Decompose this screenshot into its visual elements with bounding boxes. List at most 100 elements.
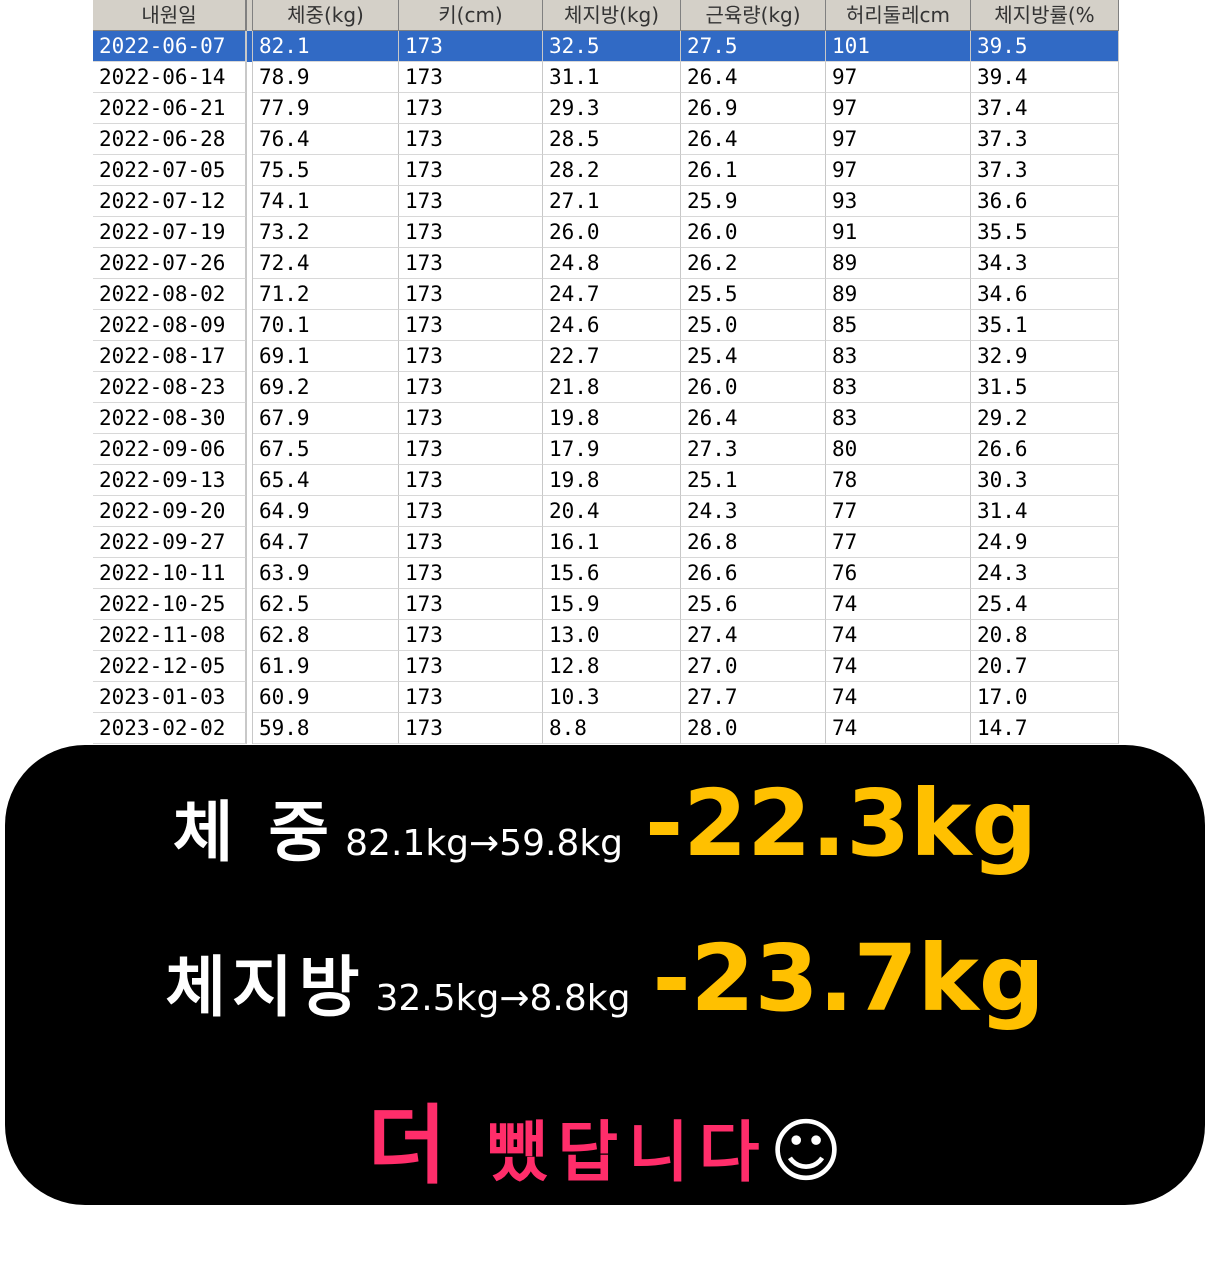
table-cell: 16.1 (543, 527, 681, 558)
table-cell: 2022-11-08 (93, 620, 246, 651)
table-row[interactable]: 2022-06-28 76.4 173 28.5 26.4 97 37.3 (93, 124, 1119, 155)
table-cell: 173 (399, 372, 543, 403)
table-row[interactable]: 2022-06-21 77.9 173 29.3 26.9 97 37.4 (93, 93, 1119, 124)
table-cell: 2022-09-06 (93, 434, 246, 465)
table-cell: 74 (826, 651, 971, 682)
table-cell: 39.4 (971, 62, 1119, 93)
column-header[interactable]: 내원일 (93, 0, 246, 31)
table-cell: 24.3 (681, 496, 826, 527)
weight-label: 체 중 (172, 794, 336, 871)
column-header[interactable]: 키(cm) (399, 0, 543, 31)
table-row[interactable]: 2022-08-02 71.2 173 24.7 25.5 89 34.6 (93, 279, 1119, 310)
table-row[interactable]: 2022-08-09 70.1 173 24.6 25.0 85 35.1 (93, 310, 1119, 341)
table-cell: 173 (399, 620, 543, 651)
table-cell: 173 (399, 465, 543, 496)
table-row[interactable]: 2022-12-05 61.9 173 12.8 27.0 74 20.7 (93, 651, 1119, 682)
table-row[interactable]: 2022-09-27 64.7 173 16.1 26.8 77 24.9 (93, 527, 1119, 558)
table-cell: 60.9 (253, 682, 399, 713)
table-cell: 27.3 (681, 434, 826, 465)
table-cell: 24.3 (971, 558, 1119, 589)
table-cell: 2022-10-25 (93, 589, 246, 620)
table-cell: 34.6 (971, 279, 1119, 310)
table-cell: 26.0 (681, 217, 826, 248)
column-header[interactable]: 체지방률(% (971, 0, 1119, 31)
closing-emphasis: 더 (367, 1096, 447, 1196)
fat-change: 32.5kg→8.8kg (375, 978, 631, 1019)
table-row[interactable]: 2022-09-20 64.9 173 20.4 24.3 77 31.4 (93, 496, 1119, 527)
table-cell: 2022-08-09 (93, 310, 246, 341)
column-header[interactable]: 허리둘레cm (826, 0, 971, 31)
table-cell: 173 (399, 527, 543, 558)
table-cell: 30.3 (971, 465, 1119, 496)
table-cell: 173 (399, 310, 543, 341)
table-cell: 32.9 (971, 341, 1119, 372)
table-row[interactable]: 2022-07-26 72.4 173 24.8 26.2 89 34.3 (93, 248, 1119, 279)
table-row[interactable]: 2022-07-05 75.5 173 28.2 26.1 97 37.3 (93, 155, 1119, 186)
table-cell: 34.3 (971, 248, 1119, 279)
column-divider (246, 620, 253, 651)
table-cell: 19.8 (543, 465, 681, 496)
table-row[interactable]: 2022-07-12 74.1 173 27.1 25.9 93 36.6 (93, 186, 1119, 217)
table-cell: 26.0 (681, 372, 826, 403)
table-row[interactable]: 2022-08-17 69.1 173 22.7 25.4 83 32.9 (93, 341, 1119, 372)
table-row[interactable]: 2022-09-06 67.5 173 17.9 27.3 80 26.6 (93, 434, 1119, 465)
column-divider (246, 403, 253, 434)
table-cell: 173 (399, 341, 543, 372)
table-cell: 59.8 (253, 713, 399, 744)
table-cell: 78 (826, 465, 971, 496)
column-divider (246, 186, 253, 217)
fat-line: 체지방 32.5kg→8.8kg -23.7kg (5, 925, 1205, 1032)
column-divider (246, 465, 253, 496)
table-cell: 71.2 (253, 279, 399, 310)
table-row[interactable]: 2022-10-25 62.5 173 15.9 25.6 74 25.4 (93, 589, 1119, 620)
column-divider (246, 248, 253, 279)
table-cell: 76 (826, 558, 971, 589)
table-cell: 35.1 (971, 310, 1119, 341)
table-cell: 28.0 (681, 713, 826, 744)
table-row[interactable]: 2022-07-19 73.2 173 26.0 26.0 91 35.5 (93, 217, 1119, 248)
table-row[interactable]: 2022-10-11 63.9 173 15.6 26.6 76 24.3 (93, 558, 1119, 589)
table-cell: 22.7 (543, 341, 681, 372)
table-cell: 173 (399, 434, 543, 465)
table-cell: 73.2 (253, 217, 399, 248)
table-row[interactable]: 2022-06-07 82.1 173 32.5 27.5 101 39.5 (93, 31, 1119, 62)
table-cell: 25.0 (681, 310, 826, 341)
column-header[interactable]: 체중(kg) (253, 0, 399, 31)
table-row[interactable]: 2023-01-03 60.9 173 10.3 27.7 74 17.0 (93, 682, 1119, 713)
table-cell: 74 (826, 682, 971, 713)
table-row[interactable]: 2022-08-30 67.9 173 19.8 26.4 83 29.2 (93, 403, 1119, 434)
table-cell: 173 (399, 682, 543, 713)
table-cell: 173 (399, 558, 543, 589)
table-cell: 24.6 (543, 310, 681, 341)
table-cell: 26.6 (681, 558, 826, 589)
weight-result: -22.3kg (645, 770, 1038, 877)
column-divider (246, 217, 253, 248)
table-cell: 14.7 (971, 713, 1119, 744)
table-cell: 15.9 (543, 589, 681, 620)
table-cell: 29.2 (971, 403, 1119, 434)
table-cell: 64.9 (253, 496, 399, 527)
table-cell: 2022-12-05 (93, 651, 246, 682)
column-header[interactable]: 근육량(kg) (681, 0, 826, 31)
table-row[interactable]: 2022-08-23 69.2 173 21.8 26.0 83 31.5 (93, 372, 1119, 403)
table-cell: 83 (826, 341, 971, 372)
table-cell: 28.2 (543, 155, 681, 186)
table-cell: 27.5 (681, 31, 826, 62)
table-cell: 26.0 (543, 217, 681, 248)
table-cell: 21.8 (543, 372, 681, 403)
table-row[interactable]: 2022-09-13 65.4 173 19.8 25.1 78 30.3 (93, 465, 1119, 496)
table-cell: 173 (399, 713, 543, 744)
table-cell: 83 (826, 372, 971, 403)
table-row[interactable]: 2022-06-14 78.9 173 31.1 26.4 97 39.4 (93, 62, 1119, 93)
column-header[interactable]: 체지방(kg) (543, 0, 681, 31)
table-cell: 20.7 (971, 651, 1119, 682)
table-row[interactable]: 2022-11-08 62.8 173 13.0 27.4 74 20.8 (93, 620, 1119, 651)
table-cell: 25.4 (681, 341, 826, 372)
column-divider (246, 341, 253, 372)
table-cell: 15.6 (543, 558, 681, 589)
table-row[interactable]: 2023-02-02 59.8 173 8.8 28.0 74 14.7 (93, 713, 1119, 744)
table-cell: 74.1 (253, 186, 399, 217)
table-cell: 26.4 (681, 403, 826, 434)
table-cell: 2022-06-21 (93, 93, 246, 124)
